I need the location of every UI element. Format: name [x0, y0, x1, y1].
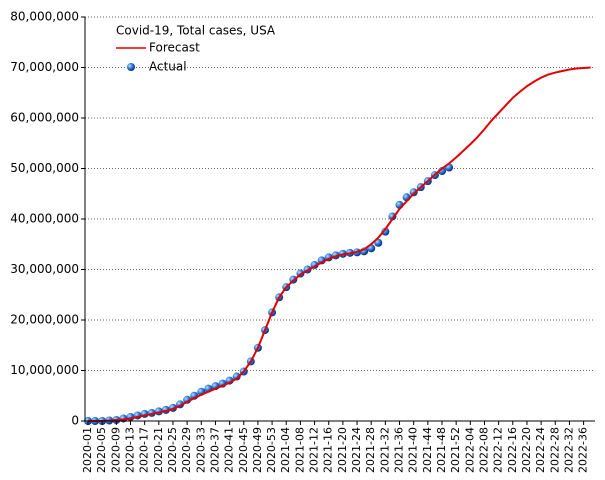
y-tick-label: 50,000,000 [10, 161, 79, 175]
actual-point [381, 227, 390, 236]
x-tick-label: 2020-33 [194, 427, 207, 473]
x-tick-label: 2020-05 [95, 427, 108, 473]
y-tick-label: 80,000,000 [10, 10, 79, 24]
x-tick-label: 2022-04 [463, 427, 476, 473]
x-tick-label: 2021-24 [350, 427, 363, 473]
y-tick-label: 40,000,000 [10, 212, 79, 226]
x-tick-label: 2020-41 [223, 427, 236, 473]
x-tick-label: 2021-44 [421, 427, 434, 473]
y-tick-label: 70,000,000 [10, 60, 79, 74]
x-tick-label: 2020-13 [123, 427, 136, 473]
legend-label: Actual [149, 60, 187, 74]
x-tick-label: 2021-08 [293, 427, 306, 473]
x-tick-label: 2021-28 [364, 427, 377, 473]
x-tick-label: 2020-53 [265, 427, 278, 473]
y-tick-label: 60,000,000 [10, 111, 79, 125]
x-tick-label: 2021-40 [407, 427, 420, 473]
legend-label: Forecast [149, 41, 200, 55]
y-tick-label: 30,000,000 [10, 262, 79, 276]
chart-title: Covid-19, Total cases, USA [116, 24, 276, 38]
x-tick-label: 2021-16 [322, 427, 335, 473]
x-tick-label: 2021-52 [449, 427, 462, 473]
x-tick-label: 2022-36 [577, 427, 590, 473]
grid [85, 16, 595, 371]
forecast-line [88, 66, 591, 422]
y-tick-label: 20,000,000 [10, 313, 79, 327]
x-tick-label: 2020-37 [208, 427, 221, 473]
x-tick-label: 2022-08 [477, 427, 490, 473]
x-tick-label: 2022-28 [548, 427, 561, 473]
x-tick-label: 2021-48 [435, 427, 448, 473]
y-tick-label: 0 [71, 414, 79, 428]
actual-point [409, 188, 418, 197]
marks [84, 66, 591, 425]
x-tick-label: 2020-17 [138, 427, 151, 473]
x-tick-label: 2020-25 [166, 427, 179, 473]
x-tick-label: 2020-09 [109, 427, 122, 473]
x-tick-label: 2021-32 [378, 427, 391, 473]
legend: Covid-19, Total cases, USA Forecast Actu… [116, 24, 276, 74]
x-tick-label: 2022-32 [562, 427, 575, 473]
x-tick-label: 2021-20 [336, 427, 349, 473]
x-tick-label: 2021-36 [393, 427, 406, 473]
x-tick-label: 2021-12 [308, 427, 321, 473]
legend-marker [127, 63, 135, 71]
x-tick-label: 2022-24 [534, 427, 547, 473]
x-tick-label: 2021-04 [279, 427, 292, 473]
x-tick-label: 2020-21 [152, 427, 165, 473]
x-tick-label: 2020-45 [237, 427, 250, 473]
x-tick-label: 2022-12 [492, 427, 505, 473]
actual-point [232, 372, 241, 381]
x-tick-label: 2020-29 [180, 427, 193, 473]
x-tick-label: 2022-16 [506, 427, 519, 473]
x-tick-label: 2022-20 [520, 427, 533, 473]
x-tick-label: 2020-49 [251, 427, 264, 473]
y-tick-label: 10,000,000 [10, 363, 79, 377]
x-tick-label: 2020-01 [81, 427, 94, 473]
